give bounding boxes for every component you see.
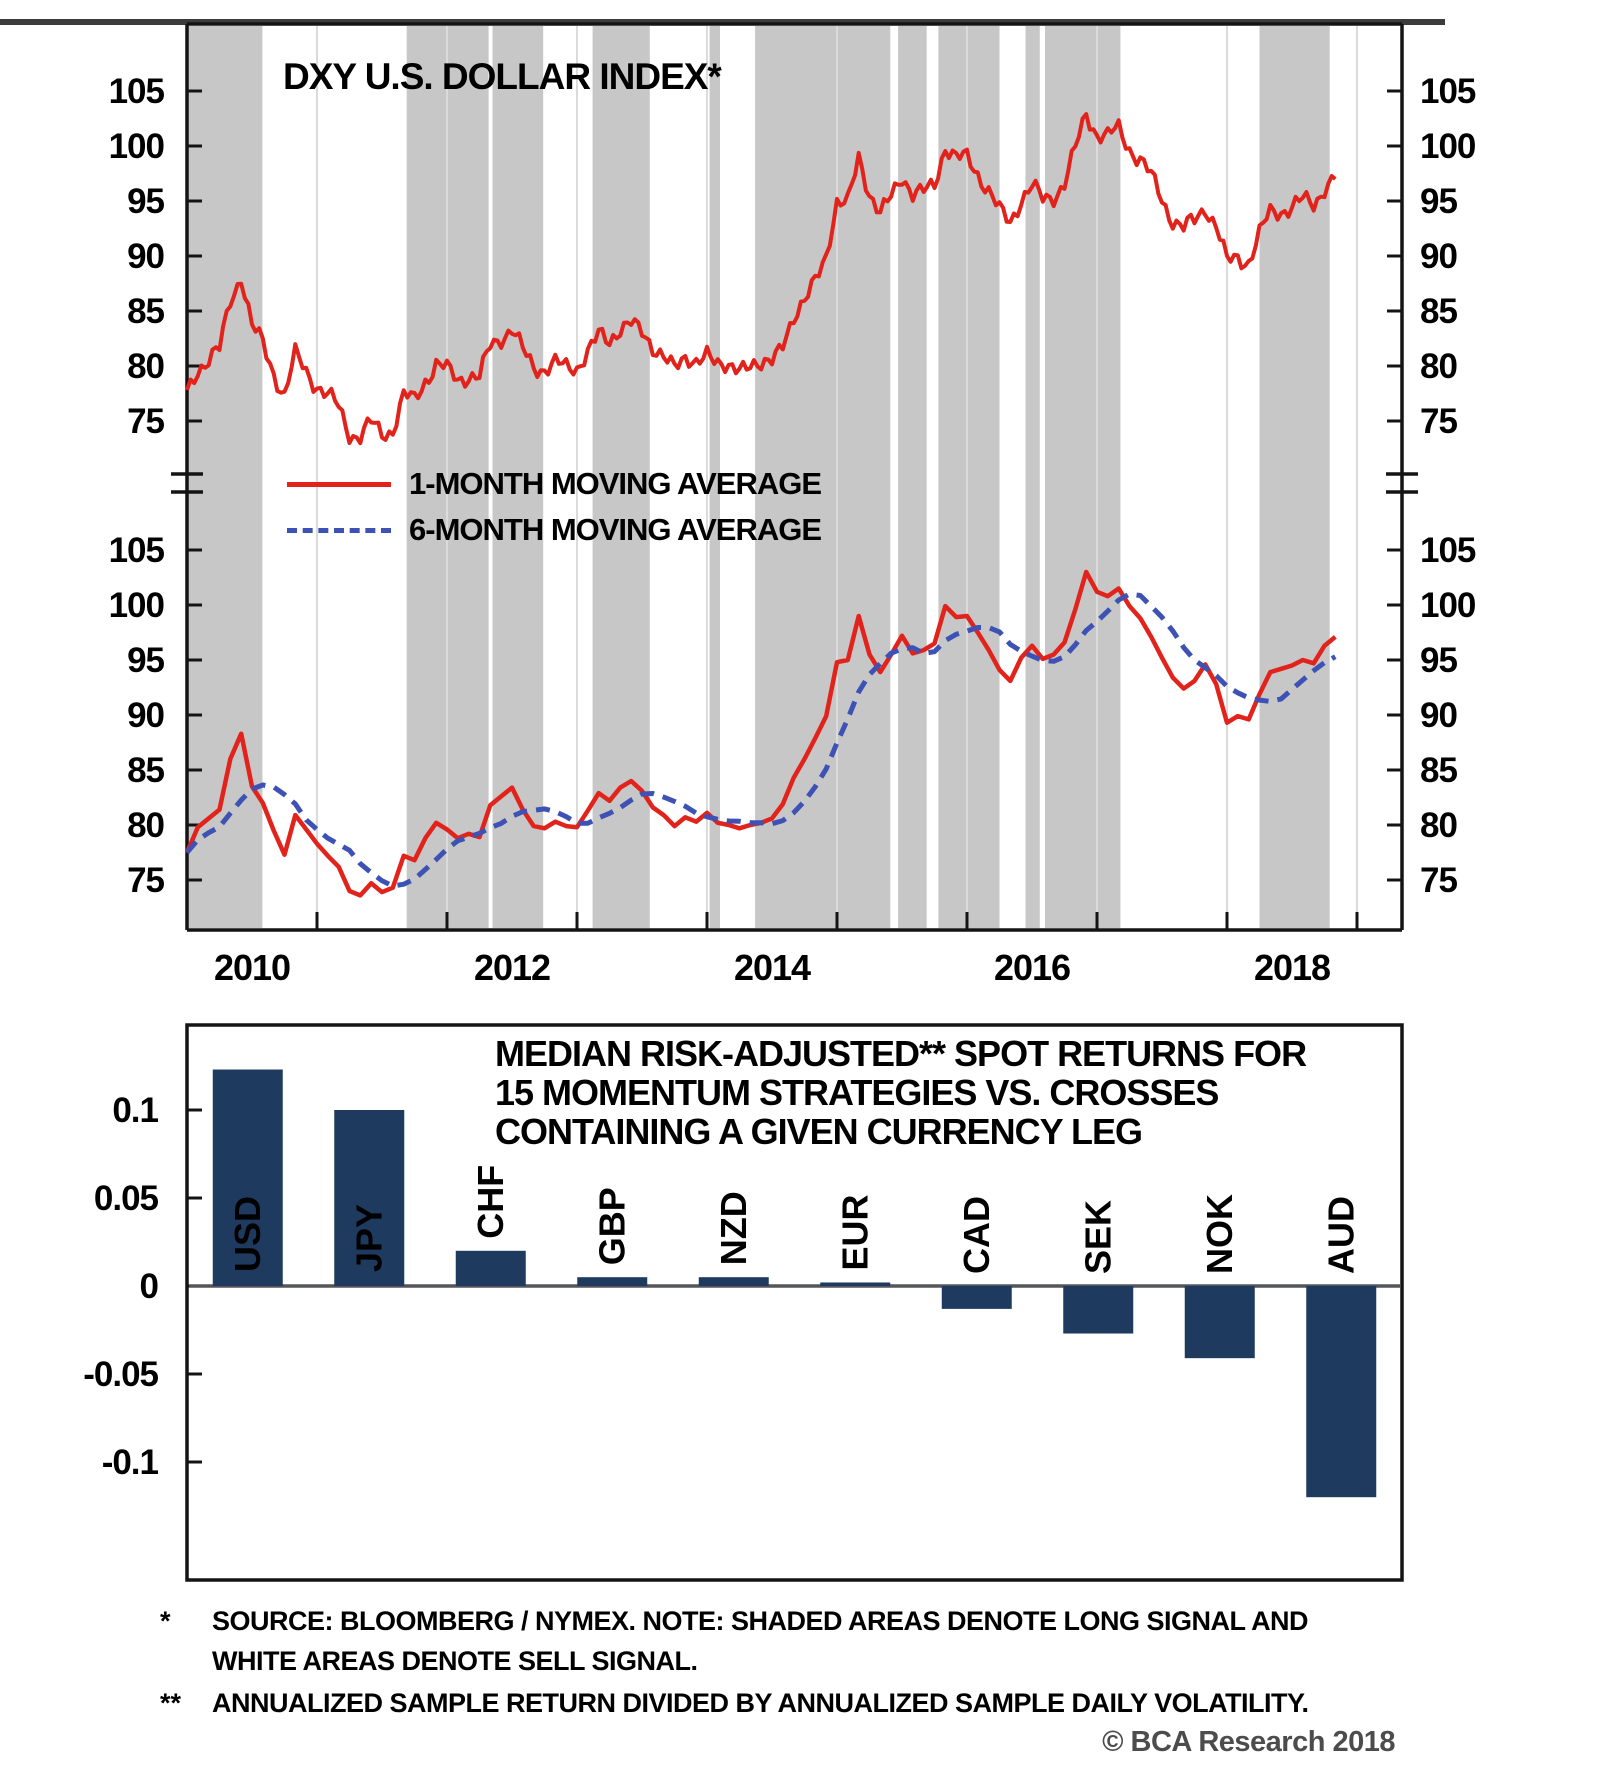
chart-frame	[171, 22, 1418, 932]
bar-chart-title: MEDIAN RISK-ADJUSTED** SPOT RETURNS FOR1…	[495, 1033, 1308, 1152]
long-signal-band	[898, 26, 927, 928]
legend-label-6m: 6-MONTH MOVING AVERAGE	[409, 512, 822, 547]
bar-gbp	[577, 1277, 648, 1286]
axis-label: 100	[109, 586, 165, 625]
axis-label: 15 MOMENTUM STRATEGIES VS. CROSSES	[495, 1072, 1218, 1113]
bar-nok	[1184, 1286, 1255, 1359]
axis-label: 2010	[214, 947, 290, 988]
dxy-6m-ma-line	[185, 591, 1337, 889]
axis-label: 90	[127, 696, 164, 735]
long-signal-band	[592, 26, 650, 928]
axis-label: 85	[127, 751, 164, 790]
bar-chart-frame	[185, 1023, 1404, 1582]
axis-label: 85	[127, 292, 164, 331]
y-axis-ticks: 75 75 80 80 85 85 90 90 95 95 100 100 105 105 75 75 80 80…	[109, 72, 1477, 900]
axis-label: 2016	[994, 947, 1070, 988]
bar-nzd	[698, 1277, 769, 1286]
axis-label: 0	[140, 1267, 159, 1306]
long-signal-band	[709, 26, 720, 928]
long-signal-band	[1025, 26, 1040, 928]
axis-label: MEDIAN RISK-ADJUSTED** SPOT RETURNS FOR	[495, 1033, 1307, 1074]
footnote-1-line-1: SOURCE: BLOOMBERG / NYMEX. NOTE: SHADED …	[212, 1606, 1309, 1636]
footnote-2-line-1: ANNUALIZED SAMPLE RETURN DIVIDED BY ANNU…	[212, 1688, 1309, 1718]
axis-label: 95	[1420, 182, 1457, 221]
copyright-notice: © BCA Research 2018	[1102, 1726, 1395, 1758]
bar-sek	[1063, 1286, 1134, 1334]
bar-chf	[455, 1250, 526, 1286]
legend-entry-1m: 1-MONTH MOVING AVERAGE	[287, 466, 822, 502]
axis-label: 75	[1420, 861, 1457, 900]
axis-label: 100	[109, 127, 165, 166]
long-signal-band	[1259, 26, 1330, 928]
axis-label: 80	[1420, 806, 1457, 845]
axis-label: 2018	[1254, 947, 1330, 988]
year-gridlines	[316, 26, 1358, 928]
page-top-rule	[0, 19, 1445, 25]
axis-label: 75	[127, 861, 164, 900]
footnote-1-marker: *	[160, 1606, 171, 1636]
axis-label: 2014	[734, 947, 811, 988]
bar-aud	[1306, 1286, 1377, 1498]
axis-label: 100	[1420, 586, 1476, 625]
axis-label: 75	[1420, 402, 1457, 441]
bar-label-gbp: GBP	[591, 1187, 632, 1265]
bar-jpy	[334, 1110, 405, 1286]
axis-label: 85	[1420, 292, 1457, 331]
axis-label: 2012	[474, 947, 550, 988]
axis-label: 0.05	[94, 1179, 159, 1218]
legend-blue-dash-swatch	[287, 527, 391, 533]
axis-label: -0.05	[83, 1355, 158, 1394]
axis-label: 105	[1420, 72, 1476, 111]
axis-label: 0.1	[112, 1091, 158, 1130]
axis-label: 85	[1420, 751, 1457, 790]
axis-label: 80	[127, 347, 164, 386]
bar-label-aud: AUD	[1320, 1196, 1361, 1274]
footnote-2-marker: **	[160, 1688, 182, 1718]
bar-label-cad: CAD	[956, 1196, 997, 1274]
bar-label-nok: NOK	[1199, 1194, 1240, 1274]
long-signal-band	[492, 26, 544, 928]
dxy-index-line	[185, 112, 1337, 446]
long-signal-band	[938, 26, 1000, 928]
top-panel-title: DXY U.S. DOLLAR INDEX*	[283, 56, 722, 97]
legend-red-line-swatch	[287, 481, 391, 487]
axis-label: 80	[1420, 347, 1457, 386]
legend-entry-6m: 6-MONTH MOVING AVERAGE	[287, 512, 822, 548]
axis-label: -0.1	[102, 1443, 159, 1482]
axis-label: 90	[1420, 696, 1457, 735]
bar-y-axis: 0.1 0.05 0 -0.05 -0.1	[83, 1091, 202, 1482]
axis-label: CONTAINING A GIVEN CURRENCY LEG	[495, 1111, 1142, 1152]
bar-label-eur: EUR	[834, 1194, 875, 1270]
bar-label-usd: USD	[227, 1196, 268, 1272]
bar-eur	[820, 1282, 891, 1286]
axis-label: 100	[1420, 127, 1476, 166]
bar-label-chf: CHF	[470, 1165, 511, 1239]
axis-label: 95	[127, 641, 164, 680]
axis-label: 95	[1420, 641, 1457, 680]
footnote-1-line-2: WHITE AREAS DENOTE SELL SIGNAL.	[212, 1646, 698, 1676]
axis-label: 90	[127, 237, 164, 276]
axis-label: 105	[1420, 531, 1476, 570]
axis-label: 75	[127, 402, 164, 441]
currency-bars: USD JPY CHF GBP NZD EUR CAD SEK NOK AUD	[212, 1069, 1377, 1498]
long-signal-band	[1045, 26, 1121, 928]
axis-label: 95	[127, 182, 164, 221]
axis-label: 105	[109, 531, 165, 570]
bar-usd	[212, 1069, 283, 1286]
bar-label-jpy: JPY	[348, 1204, 389, 1272]
bar-label-nzd: NZD	[713, 1191, 754, 1265]
axis-label: 80	[127, 806, 164, 845]
legend-label-1m: 1-MONTH MOVING AVERAGE	[409, 466, 822, 501]
bar-cad	[941, 1286, 1012, 1309]
axis-label: 90	[1420, 237, 1457, 276]
bar-label-sek: SEK	[1077, 1200, 1118, 1274]
x-axis: 2010 2012 2014 2016 2018	[214, 912, 1359, 988]
axis-label: 105	[109, 72, 165, 111]
